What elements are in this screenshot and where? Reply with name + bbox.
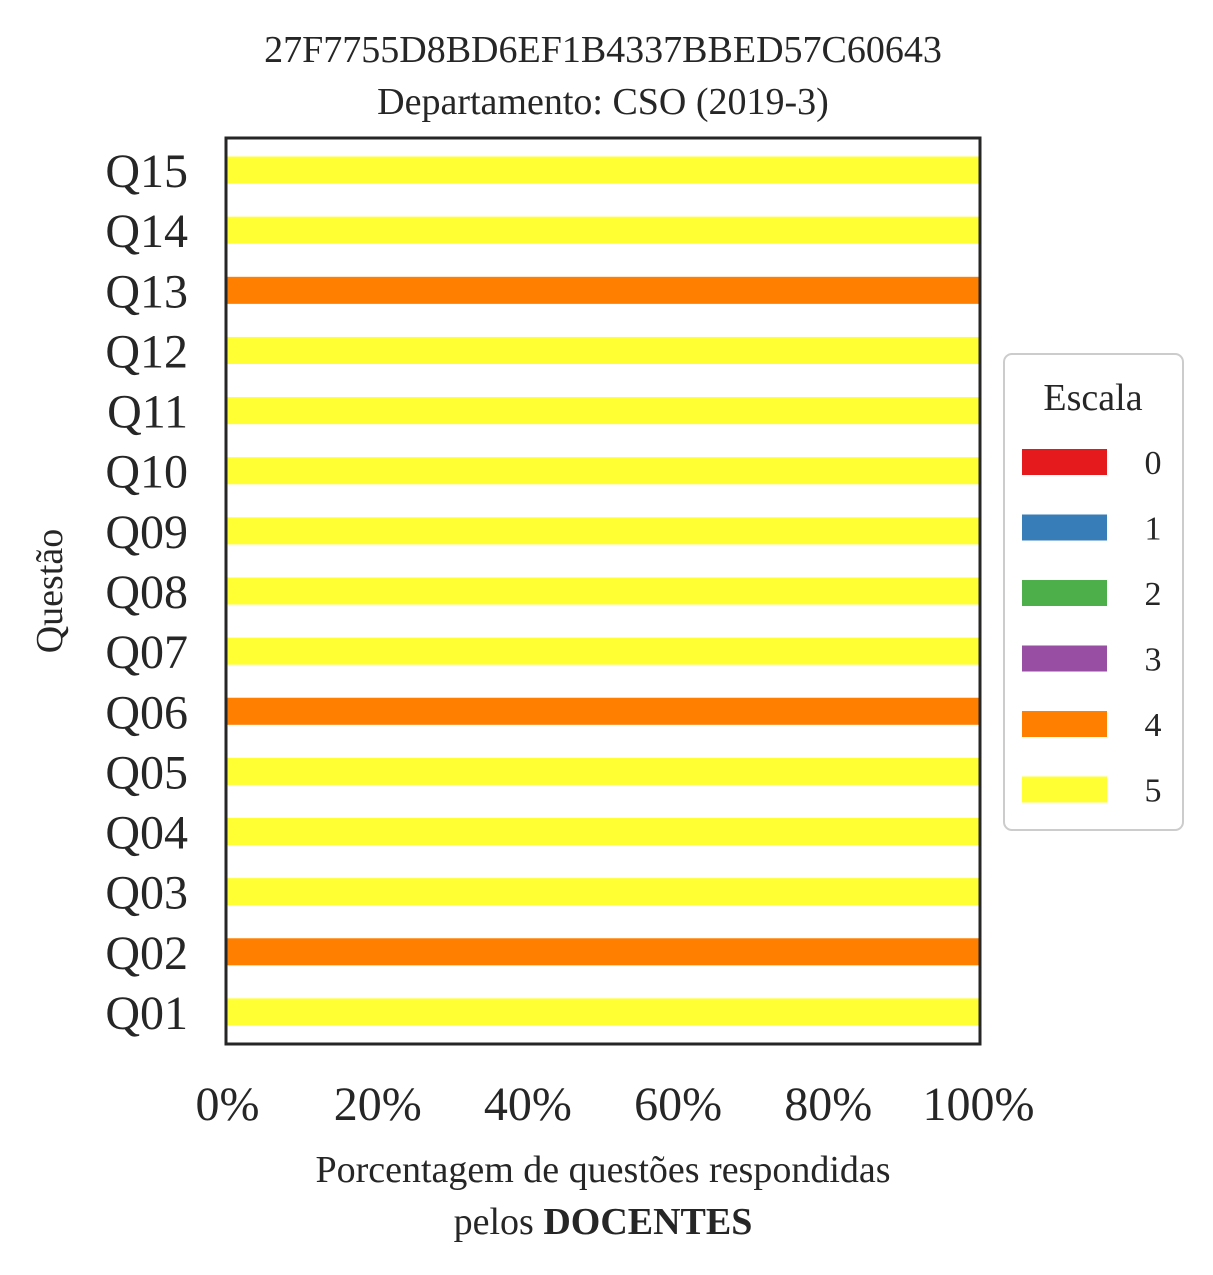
bar-q01-scale-5	[227, 998, 979, 1026]
legend-label-1: 1	[1145, 511, 1162, 548]
bar-q09-scale-5	[227, 517, 979, 545]
bar-q02-scale-4	[227, 938, 979, 966]
y-tick-label: Q10	[105, 446, 188, 499]
x-tick-label: 60%	[634, 1078, 722, 1131]
x-tick-labels: 0% 20% 40% 60% 80% 100%	[196, 1078, 1035, 1131]
legend: Escala 0 1 2 3 4 5	[1003, 353, 1184, 831]
legend-swatch-5	[1022, 776, 1107, 803]
y-tick-label: Q02	[105, 927, 188, 980]
y-tick-label: Q05	[105, 746, 188, 799]
legend-swatch-3	[1022, 645, 1107, 672]
legend-swatch-0	[1022, 449, 1107, 475]
legend-title: Escala	[1043, 377, 1142, 419]
x-tick-label: 100%	[923, 1078, 1035, 1131]
y-tick-labels: Q01 Q02 Q03 Q04 Q05 Q06 Q07 Q08 Q09 Q10 Q11 Q12 Q13 Q…	[105, 145, 188, 1040]
y-tick-label: Q04	[105, 807, 188, 860]
bar-q04-scale-5	[227, 818, 979, 846]
bar-q05-scale-5	[227, 757, 979, 785]
bar-q07-scale-5	[227, 637, 979, 665]
bar-q13-scale-4	[227, 276, 979, 304]
y-tick-label: Q08	[105, 566, 188, 619]
x-tick-label: 40%	[484, 1078, 572, 1131]
y-tick-label: Q11	[107, 386, 188, 439]
legend-label-4: 4	[1145, 707, 1162, 744]
y-tick-label: Q15	[105, 145, 188, 198]
y-tick-label: Q07	[105, 626, 188, 679]
bar-q10-scale-5	[227, 457, 979, 485]
y-tick-label: Q03	[105, 867, 188, 920]
x-tick-label: 20%	[334, 1078, 422, 1131]
bar-q06-scale-4	[227, 697, 979, 725]
plot-frame	[224, 136, 982, 1046]
x-tick-label: 80%	[784, 1078, 872, 1131]
legend-items: 0 1 2 3 4 5	[1022, 445, 1162, 810]
legend-label-2: 2	[1145, 576, 1162, 613]
chart-title: 27F7755D8BD6EF1B4337BBED57C60643	[264, 29, 942, 71]
bar-q08-scale-5	[227, 577, 979, 605]
y-tick-label: Q14	[105, 205, 188, 258]
y-tick-label: Q12	[105, 325, 188, 378]
bar-q12-scale-5	[227, 336, 979, 364]
x-axis-label-line2: pelos DOCENTES	[454, 1201, 753, 1243]
legend-label-0: 0	[1145, 445, 1162, 482]
legend-label-3: 3	[1145, 642, 1162, 679]
legend-swatch-2	[1022, 580, 1107, 606]
y-tick-label: Q13	[105, 265, 188, 318]
x-axis-label-line1: Porcentagem de questões respondidas	[315, 1149, 890, 1191]
y-tick-label: Q01	[105, 987, 188, 1040]
x-axis-label-prefix: pelos	[454, 1201, 544, 1243]
bar-q15-scale-5	[227, 156, 979, 184]
x-axis-label-bold: DOCENTES	[543, 1201, 752, 1243]
y-axis-label: Questão	[29, 529, 71, 654]
bar-q03-scale-5	[227, 878, 979, 906]
legend-label-5: 5	[1145, 773, 1162, 810]
y-tick-label: Q09	[105, 506, 188, 559]
x-tick-label: 0%	[196, 1078, 260, 1131]
bar-q11-scale-5	[227, 397, 979, 425]
bar-q14-scale-5	[227, 216, 979, 244]
legend-swatch-4	[1022, 711, 1107, 737]
bars-group	[227, 156, 979, 1026]
y-tick-label: Q06	[105, 686, 188, 739]
legend-swatch-1	[1022, 514, 1107, 541]
chart-subtitle: Departamento: CSO (2019-3)	[377, 81, 829, 123]
